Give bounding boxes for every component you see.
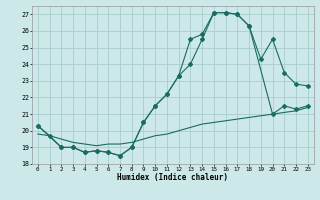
X-axis label: Humidex (Indice chaleur): Humidex (Indice chaleur) [117,173,228,182]
